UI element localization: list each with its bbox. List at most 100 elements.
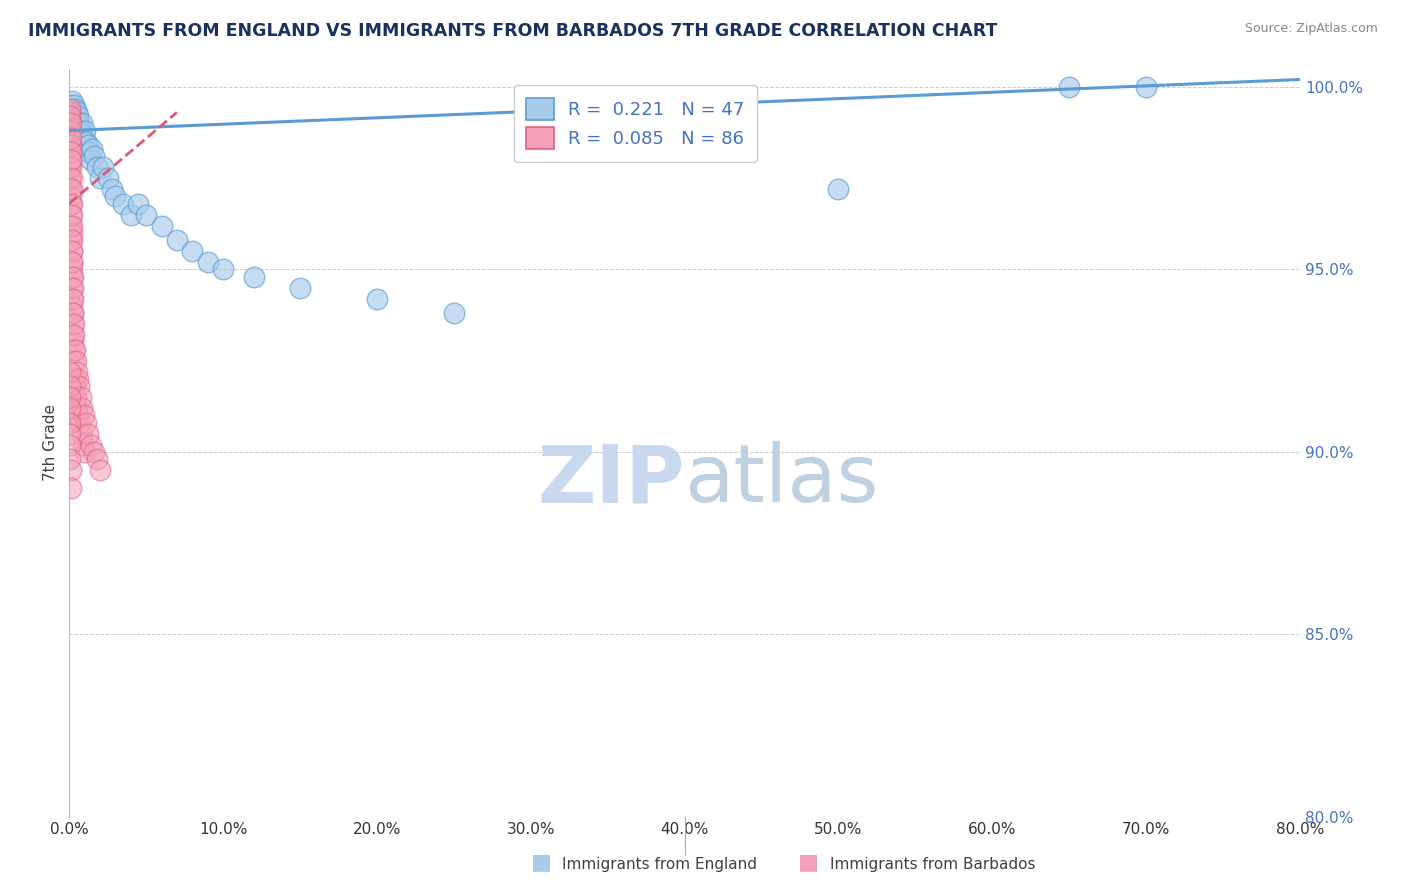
Point	[212, 262, 235, 277]
Point	[104, 189, 127, 203]
Point	[59, 160, 82, 174]
Point	[60, 219, 83, 233]
Point	[60, 233, 83, 247]
Point	[66, 105, 89, 120]
Point	[83, 149, 105, 163]
Text: ZIP: ZIP	[537, 442, 685, 519]
Point	[59, 102, 82, 116]
Point	[72, 437, 94, 451]
Point	[60, 292, 83, 306]
Point	[59, 153, 82, 167]
Point	[59, 135, 82, 149]
Point	[59, 365, 82, 379]
Point	[59, 379, 82, 393]
Point	[62, 269, 84, 284]
Point	[59, 426, 82, 441]
Point	[60, 244, 83, 258]
Point	[59, 98, 82, 112]
Text: atlas: atlas	[685, 442, 879, 519]
Point	[97, 171, 120, 186]
Point	[69, 390, 91, 404]
Point	[73, 409, 96, 423]
Point	[60, 219, 83, 233]
Point	[67, 409, 90, 423]
Point	[65, 112, 87, 127]
Legend: R =  0.221   N = 47, R =  0.085   N = 86: R = 0.221 N = 47, R = 0.085 N = 86	[513, 85, 756, 161]
Point	[366, 292, 388, 306]
Point	[60, 262, 83, 277]
Point	[62, 280, 84, 294]
Point	[59, 416, 82, 430]
Point	[62, 306, 84, 320]
Point	[73, 445, 96, 459]
Point	[66, 116, 89, 130]
Point	[827, 182, 849, 196]
Point	[65, 365, 87, 379]
Point	[59, 182, 82, 196]
Point	[59, 112, 82, 127]
Point	[62, 317, 84, 331]
Point	[63, 109, 86, 123]
Point	[69, 123, 91, 137]
Point	[62, 299, 84, 313]
Point	[59, 123, 82, 137]
Point	[65, 379, 87, 393]
Point	[66, 401, 89, 415]
Point	[59, 482, 82, 496]
Point	[101, 182, 124, 196]
Point	[120, 208, 142, 222]
Point	[67, 109, 90, 123]
Point	[75, 135, 97, 149]
Point	[63, 343, 86, 357]
Point	[82, 142, 104, 156]
Text: Source: ZipAtlas.com: Source: ZipAtlas.com	[1244, 22, 1378, 36]
Point	[60, 233, 83, 247]
Point	[72, 131, 94, 145]
Point	[59, 196, 82, 211]
Point	[63, 328, 86, 343]
Point	[60, 208, 83, 222]
Point	[60, 208, 83, 222]
Point	[59, 390, 82, 404]
Point	[86, 452, 108, 467]
Point	[197, 255, 219, 269]
Point	[59, 131, 82, 145]
Point	[70, 426, 93, 441]
Point	[60, 255, 83, 269]
Point	[63, 353, 86, 368]
Point	[62, 335, 84, 350]
Point	[63, 317, 86, 331]
Point	[89, 171, 111, 186]
Point	[62, 105, 84, 120]
Point	[62, 255, 84, 269]
Point	[65, 102, 87, 116]
Point	[66, 372, 89, 386]
Point	[59, 189, 82, 203]
Point	[72, 401, 94, 415]
Point	[72, 127, 94, 141]
Point	[60, 196, 83, 211]
Point	[59, 138, 82, 153]
Point	[75, 416, 97, 430]
Point	[150, 219, 173, 233]
Point	[86, 160, 108, 174]
Point	[60, 269, 83, 284]
Point	[60, 95, 83, 109]
Point	[77, 145, 100, 160]
Point	[1135, 79, 1157, 94]
Point	[288, 280, 311, 294]
Point	[69, 416, 91, 430]
Point	[63, 98, 86, 112]
Point	[60, 244, 83, 258]
Point	[62, 292, 84, 306]
Point	[243, 269, 266, 284]
Point	[58, 171, 80, 186]
Point	[443, 306, 465, 320]
Point	[80, 437, 103, 451]
Text: ■: ■	[799, 853, 818, 872]
Point	[89, 463, 111, 477]
Point	[181, 244, 204, 258]
Point	[60, 280, 83, 294]
Point	[63, 372, 86, 386]
Point	[62, 343, 84, 357]
